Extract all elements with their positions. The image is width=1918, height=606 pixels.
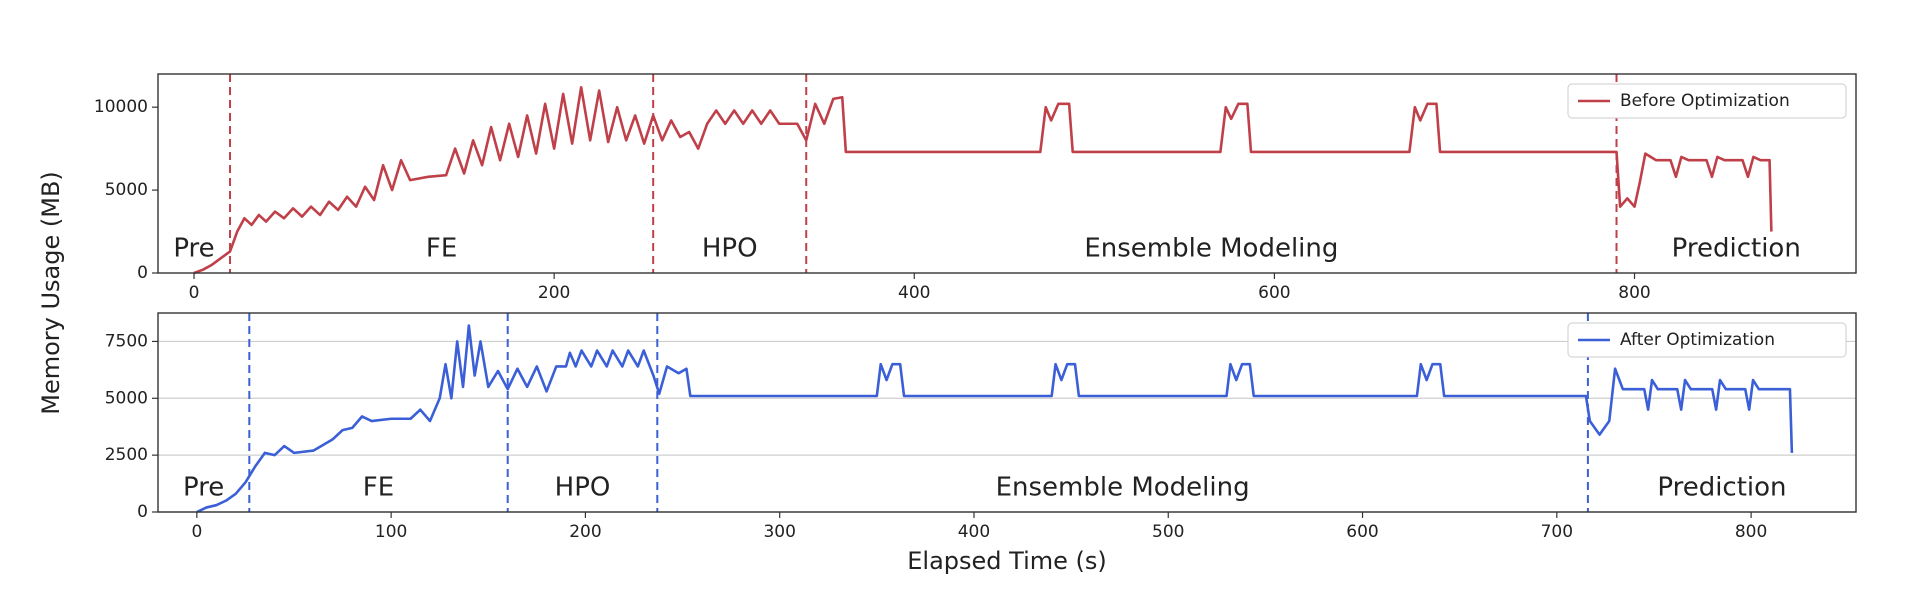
axes-frame (157, 73, 1857, 274)
x-tick-label: 700 (1541, 522, 1573, 542)
y-tick-label: 5000 (105, 180, 148, 200)
phase-label: Pre (183, 473, 224, 503)
phase-label: FE (363, 473, 394, 503)
legend-label: After Optimization (1620, 330, 1775, 350)
y-tick-label: 0 (137, 263, 148, 283)
legend-box (1567, 83, 1847, 119)
y-tick-label: 10000 (94, 97, 148, 117)
phase-label: Ensemble Modeling (996, 473, 1250, 503)
phase-label: HPO (555, 473, 611, 503)
data-line (196, 324, 1794, 514)
x-tick-label: 800 (1735, 522, 1767, 542)
legend-label: Before Optimization (1620, 91, 1790, 111)
x-tick-label: 400 (958, 522, 990, 542)
y-axis-label: Memory Usage (MB) (37, 171, 65, 415)
phase-label: Prediction (1657, 473, 1786, 503)
x-axis-label: Elapsed Time (s) (907, 547, 1107, 575)
x-tick-label: 0 (189, 283, 200, 303)
y-tick-label: 0 (137, 502, 148, 522)
x-tick-label: 600 (1258, 283, 1290, 303)
x-tick-label: 300 (763, 522, 795, 542)
x-tick-label: 200 (538, 283, 570, 303)
data-line (193, 85, 1773, 275)
x-tick-label: 600 (1346, 522, 1378, 542)
phase-label: Ensemble Modeling (1084, 234, 1338, 264)
phase-label: FE (426, 234, 457, 264)
subplot: 0 2500 5000 7500 0 100 200 300 400 500 600 700 800 Pr… (105, 312, 1857, 542)
subplot: 0 5000 10000 0 200 400 600 800 Pre FE HPO Ensemble … (94, 73, 1857, 303)
phase-label: HPO (702, 234, 758, 264)
axes-frame (157, 312, 1857, 513)
y-tick-label: 7500 (105, 331, 148, 351)
x-tick-label: 100 (375, 522, 407, 542)
legend-box (1567, 322, 1847, 358)
x-tick-label: 0 (191, 522, 202, 542)
phase-label: Prediction (1672, 234, 1801, 264)
y-tick-label: 5000 (105, 388, 148, 408)
y-tick-label: 2500 (105, 445, 148, 465)
x-tick-label: 800 (1618, 283, 1650, 303)
phase-label: Pre (173, 234, 214, 264)
x-tick-label: 200 (569, 522, 601, 542)
x-tick-label: 400 (898, 283, 930, 303)
x-tick-label: 500 (1152, 522, 1184, 542)
